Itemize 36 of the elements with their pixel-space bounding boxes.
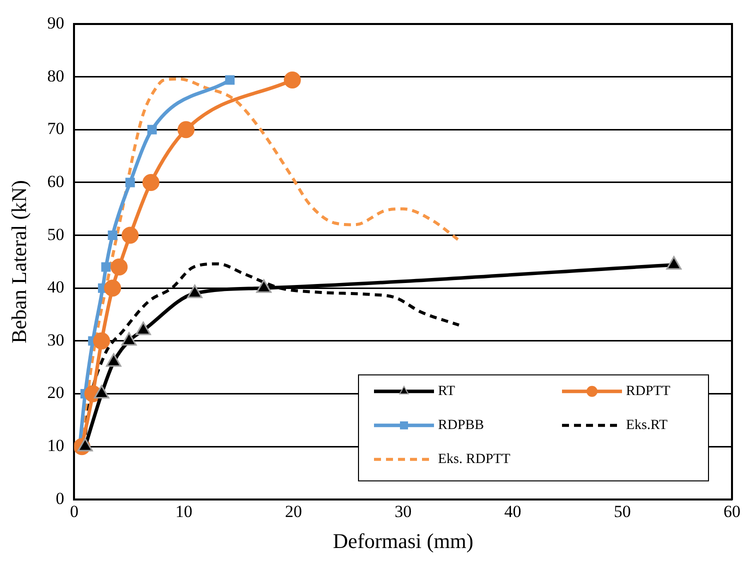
- x-tick-label: 30: [394, 502, 412, 522]
- y-axis-title: Beban Lateral (kN): [7, 180, 32, 344]
- y-tick-label: 60: [47, 172, 64, 191]
- x-tick-label: 40: [504, 502, 522, 522]
- y-tick-label: 70: [47, 119, 64, 138]
- y-tick-label: 40: [47, 278, 64, 297]
- legend-label: Eks. RDPTT: [438, 452, 511, 468]
- point: [284, 71, 301, 88]
- y-tick-label: 80: [47, 66, 64, 86]
- point: [108, 230, 118, 240]
- legend-label: RDPTT: [626, 384, 671, 400]
- x-tick-label: 50: [614, 502, 631, 522]
- point: [104, 280, 122, 297]
- legend-label: RT: [438, 384, 456, 400]
- point: [142, 174, 160, 191]
- point: [125, 178, 135, 188]
- y-tick-label: 30: [47, 330, 64, 350]
- legend-label: Eks.RT: [626, 418, 668, 434]
- point: [147, 124, 157, 134]
- x-tick-label: 10: [175, 502, 192, 522]
- y-tick-label: 90: [47, 13, 64, 32]
- y-tick-label: 50: [47, 224, 64, 244]
- point: [122, 226, 139, 244]
- point: [93, 332, 110, 350]
- y-tick-label: 10: [47, 436, 64, 456]
- legend-label: RDPBB: [438, 418, 484, 434]
- point: [110, 258, 128, 276]
- point: [101, 262, 111, 272]
- y-tick-label: 20: [47, 383, 64, 402]
- x-tick-label: 60: [724, 502, 740, 522]
- point: [178, 121, 195, 138]
- x-axis-title: Deformasi (mm): [332, 528, 474, 553]
- point: [225, 75, 235, 85]
- x-tick-label: 20: [284, 502, 302, 522]
- y-tick-label: 0: [56, 488, 64, 508]
- x-tick-label: 0: [70, 502, 78, 522]
